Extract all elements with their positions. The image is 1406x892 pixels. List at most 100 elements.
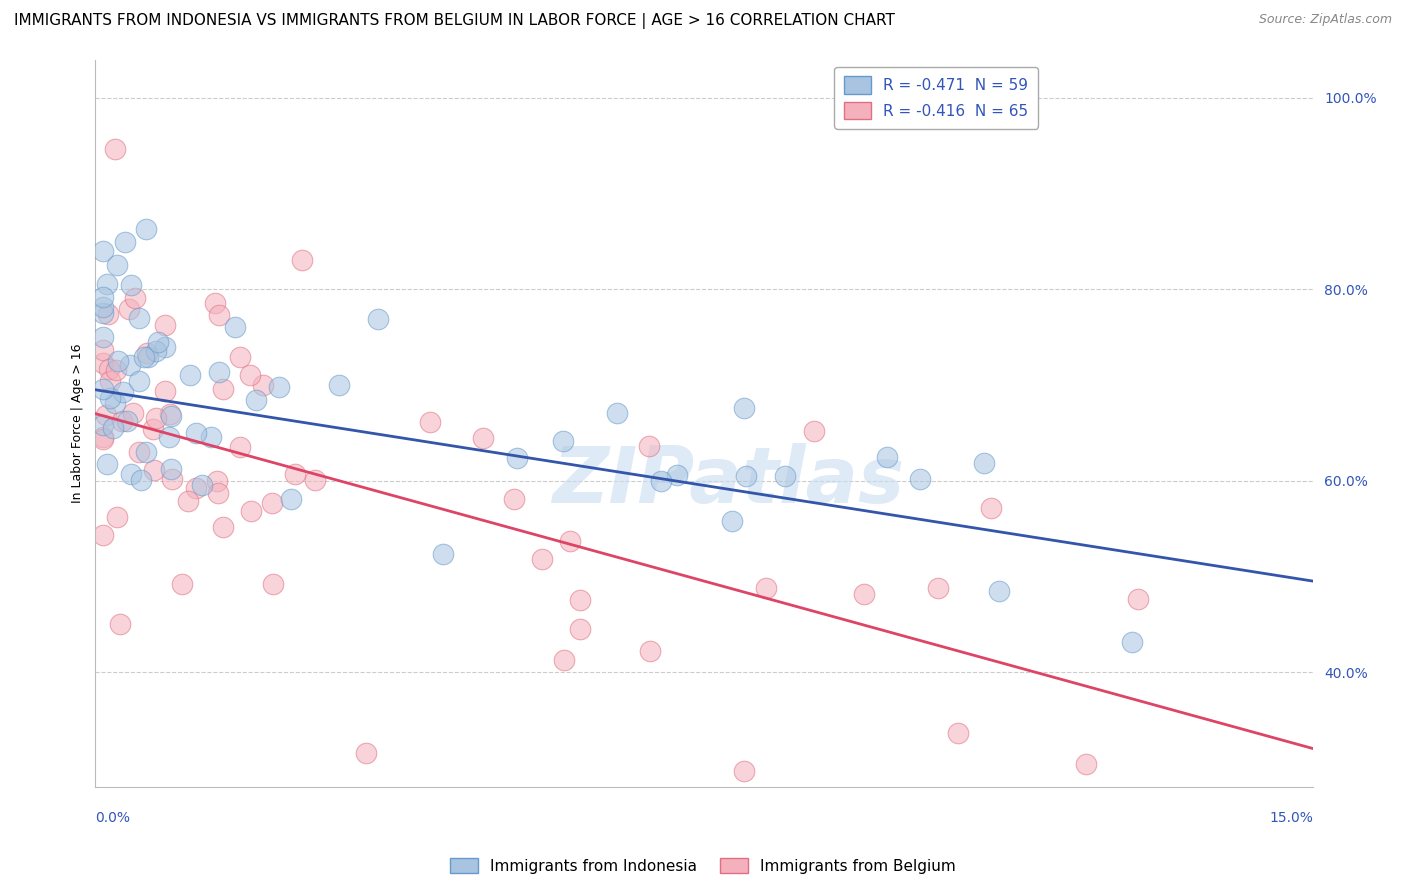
Point [117, 301, 139, 316]
Point [228, 440, 250, 454]
Point [105, 258, 128, 272]
Point [418, 416, 440, 430]
Point [172, 577, 194, 591]
Point [551, 434, 574, 448]
Point [142, 422, 165, 436]
Point [568, 622, 591, 636]
Point [177, 494, 200, 508]
Point [108, 617, 131, 632]
Point [105, 363, 128, 377]
Point [135, 222, 157, 236]
Point [205, 474, 228, 488]
Point [803, 425, 825, 439]
Point [1126, 592, 1149, 607]
Point [948, 725, 970, 739]
Point [159, 409, 181, 423]
Point [280, 492, 302, 507]
Point [228, 350, 250, 364]
Point [160, 472, 183, 486]
Point [735, 468, 758, 483]
Point [367, 311, 389, 326]
Point [93, 244, 115, 259]
Point [128, 310, 150, 325]
Point [531, 552, 554, 566]
Point [93, 430, 115, 444]
Point [720, 514, 742, 528]
Point [96, 457, 118, 471]
Point [104, 142, 127, 156]
Point [115, 414, 138, 428]
Point [98, 362, 121, 376]
Point [755, 581, 778, 595]
Point [93, 343, 115, 357]
Point [98, 391, 121, 405]
Point [506, 450, 529, 465]
Point [129, 473, 152, 487]
Point [733, 401, 755, 416]
Point [650, 474, 672, 488]
Point [260, 496, 283, 510]
Point [93, 300, 115, 314]
Point [138, 351, 160, 365]
Point [980, 501, 1002, 516]
Point [927, 581, 949, 595]
Point [120, 467, 142, 481]
Point [284, 467, 307, 481]
Point [97, 307, 120, 321]
Point [93, 290, 115, 304]
Point [1121, 635, 1143, 649]
Point [93, 356, 115, 370]
Point [987, 584, 1010, 599]
Point [143, 463, 166, 477]
Point [128, 444, 150, 458]
Point [159, 462, 181, 476]
Point [269, 380, 291, 394]
Point [569, 593, 592, 607]
Point [245, 392, 267, 407]
Point [200, 430, 222, 444]
Point [553, 653, 575, 667]
Point [93, 305, 115, 319]
Point [145, 344, 167, 359]
Text: IMMIGRANTS FROM INDONESIA VS IMMIGRANTS FROM BELGIUM IN LABOR FORCE | AGE > 16 C: IMMIGRANTS FROM INDONESIA VS IMMIGRANTS … [14, 13, 896, 29]
Text: ZIPatlas: ZIPatlas [553, 443, 904, 519]
Point [132, 350, 155, 364]
Point [186, 482, 208, 496]
Point [120, 277, 142, 292]
Point [159, 407, 181, 421]
Point [118, 358, 141, 372]
Point [153, 340, 176, 354]
Point [157, 430, 180, 444]
Point [112, 384, 135, 399]
Point [179, 368, 201, 383]
Point [101, 421, 124, 435]
Text: 15.0%: 15.0% [1270, 811, 1313, 825]
Point [145, 411, 167, 425]
Point [128, 374, 150, 388]
Y-axis label: In Labor Force | Age > 16: In Labor Force | Age > 16 [72, 343, 84, 503]
Point [560, 533, 582, 548]
Point [207, 485, 229, 500]
Point [432, 547, 454, 561]
Point [638, 643, 661, 657]
Point [224, 319, 246, 334]
Point [107, 353, 129, 368]
Point [472, 431, 495, 445]
Point [93, 329, 115, 343]
Point [328, 378, 350, 392]
Point [208, 308, 231, 322]
Point [94, 408, 117, 422]
Point [136, 346, 159, 360]
Point [1076, 757, 1098, 772]
Point [876, 450, 898, 464]
Point [973, 456, 995, 470]
Point [852, 586, 875, 600]
Point [262, 576, 284, 591]
Point [135, 444, 157, 458]
Point [107, 509, 129, 524]
Point [93, 417, 115, 432]
Point [124, 291, 146, 305]
Point [93, 433, 115, 447]
Point [103, 395, 125, 409]
Point [212, 382, 235, 396]
